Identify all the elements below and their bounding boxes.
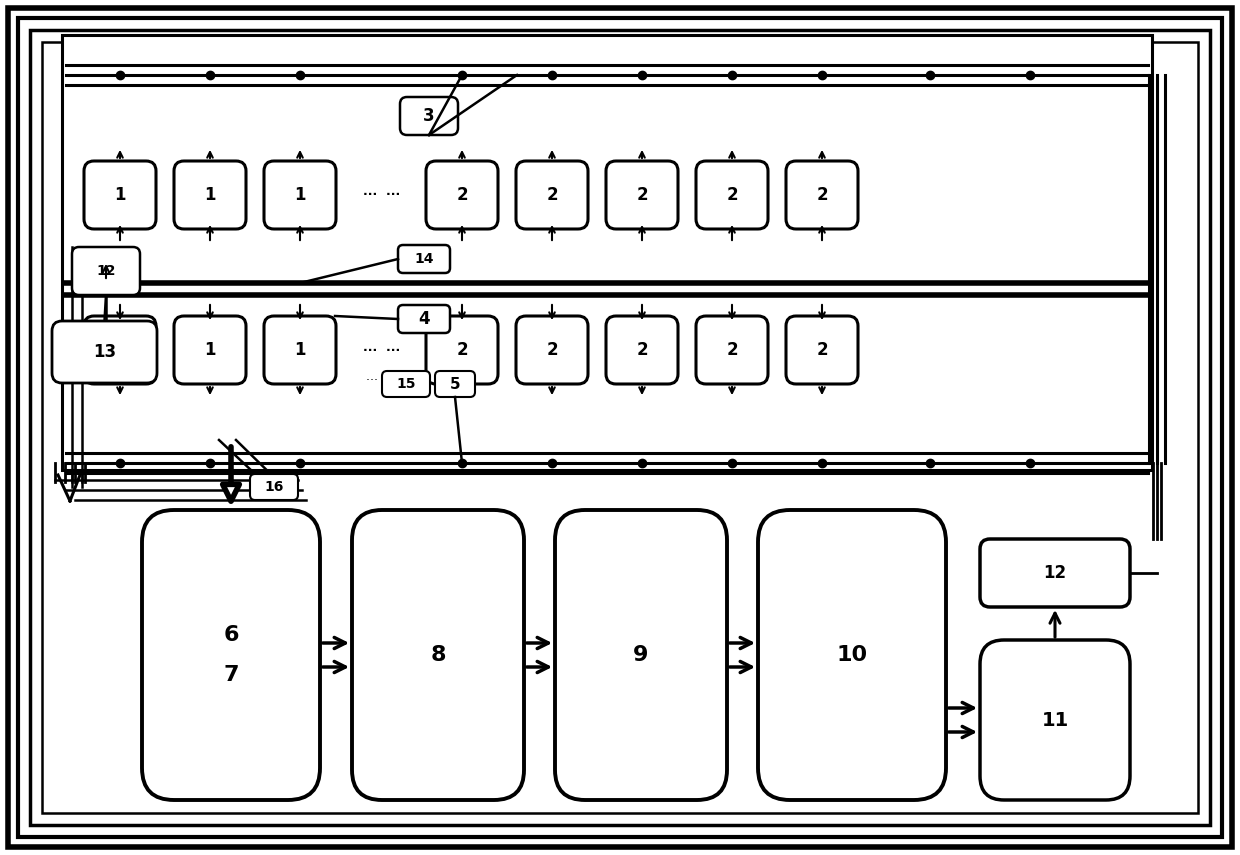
FancyBboxPatch shape	[516, 161, 588, 229]
Text: 1: 1	[294, 341, 306, 359]
FancyBboxPatch shape	[556, 510, 727, 800]
FancyBboxPatch shape	[352, 510, 525, 800]
Text: 10: 10	[837, 645, 868, 665]
FancyBboxPatch shape	[435, 371, 475, 397]
Text: 2: 2	[546, 341, 558, 359]
Text: 12: 12	[97, 264, 115, 278]
Text: 15: 15	[397, 377, 415, 391]
FancyBboxPatch shape	[696, 316, 768, 384]
FancyBboxPatch shape	[980, 640, 1130, 800]
Text: 1: 1	[294, 186, 306, 204]
FancyBboxPatch shape	[52, 321, 157, 383]
FancyBboxPatch shape	[84, 161, 156, 229]
FancyBboxPatch shape	[427, 161, 498, 229]
Text: 2: 2	[456, 186, 467, 204]
Text: 9: 9	[634, 645, 649, 665]
Text: 7: 7	[223, 665, 239, 685]
FancyBboxPatch shape	[84, 316, 156, 384]
FancyBboxPatch shape	[758, 510, 946, 800]
Text: 5: 5	[450, 376, 460, 392]
Text: 8: 8	[430, 645, 445, 665]
FancyBboxPatch shape	[980, 539, 1130, 607]
FancyBboxPatch shape	[786, 316, 858, 384]
FancyBboxPatch shape	[264, 161, 336, 229]
Text: 14: 14	[414, 252, 434, 266]
FancyBboxPatch shape	[786, 161, 858, 229]
Text: 2: 2	[816, 186, 828, 204]
FancyBboxPatch shape	[398, 305, 450, 333]
Text: 2: 2	[456, 341, 467, 359]
Text: 2: 2	[636, 341, 647, 359]
FancyBboxPatch shape	[427, 316, 498, 384]
Text: 2: 2	[546, 186, 558, 204]
Text: 2: 2	[816, 341, 828, 359]
Text: 12: 12	[1043, 564, 1066, 582]
FancyBboxPatch shape	[250, 474, 298, 500]
Text: 13: 13	[93, 343, 117, 361]
Text: 1: 1	[114, 341, 125, 359]
Text: 2: 2	[727, 341, 738, 359]
Text: 2: 2	[727, 186, 738, 204]
Text: 3: 3	[423, 107, 435, 125]
Text: 6: 6	[223, 625, 239, 645]
Bar	[62, 35, 1152, 470]
FancyBboxPatch shape	[606, 161, 678, 229]
FancyBboxPatch shape	[382, 371, 430, 397]
FancyBboxPatch shape	[264, 316, 336, 384]
FancyBboxPatch shape	[401, 97, 458, 135]
FancyBboxPatch shape	[516, 316, 588, 384]
Text: 11: 11	[1042, 711, 1069, 729]
Text: 4: 4	[418, 310, 430, 328]
FancyBboxPatch shape	[143, 510, 320, 800]
FancyBboxPatch shape	[174, 316, 246, 384]
FancyBboxPatch shape	[398, 245, 450, 273]
Text: ···  ···: ··· ···	[363, 188, 401, 202]
Text: ···  ···: ··· ···	[363, 344, 401, 357]
Text: 16: 16	[264, 480, 284, 494]
FancyBboxPatch shape	[606, 316, 678, 384]
Text: 1: 1	[205, 341, 216, 359]
Text: 1: 1	[114, 186, 125, 204]
Text: ···  ···: ··· ···	[366, 374, 398, 386]
Text: 1: 1	[205, 186, 216, 204]
Text: 2: 2	[636, 186, 647, 204]
FancyBboxPatch shape	[696, 161, 768, 229]
FancyBboxPatch shape	[72, 247, 140, 295]
FancyBboxPatch shape	[174, 161, 246, 229]
